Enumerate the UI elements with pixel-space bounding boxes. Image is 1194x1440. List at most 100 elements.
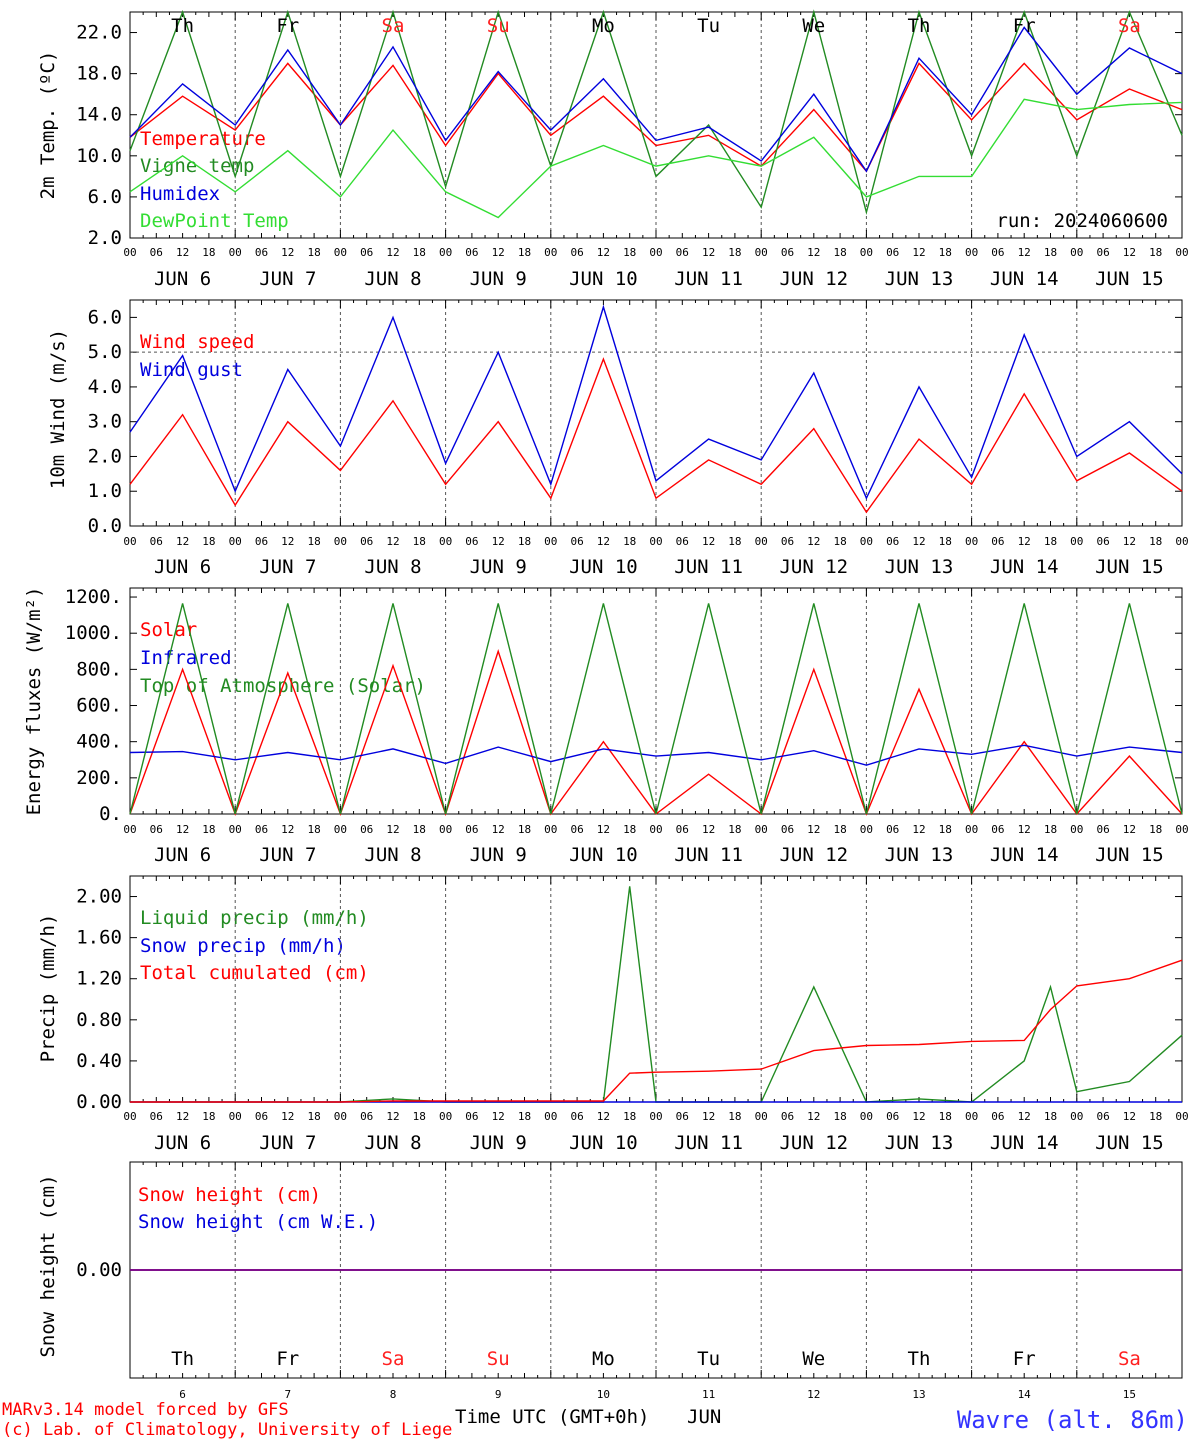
y-tick-label: 6.0 [88,306,122,328]
hour-tick-label: 06 [991,1110,1004,1123]
hour-tick-label: 18 [623,1110,636,1123]
day-number-label: 6 [179,1388,186,1401]
station-name: Wavre (alt. 86m) [957,1406,1188,1434]
date-label: JUN 8 [364,844,421,866]
hour-tick-label: 06 [886,246,899,259]
hour-tick-label: 06 [570,535,583,548]
hour-tick-label: 00 [439,246,452,259]
hour-tick-label: 00 [965,823,978,836]
hour-tick-label: 12 [702,1110,715,1123]
y-tick-label: 1200. [65,586,122,608]
date-label: JUN 12 [779,1132,848,1154]
hour-tick-label: 06 [150,246,163,259]
credit-line-1: MARv3.14 model forced by GFS [2,1400,289,1420]
hour-tick-label: 00 [649,535,662,548]
hour-tick-label: 06 [465,246,478,259]
date-label: JUN 6 [154,1132,211,1154]
hour-tick-label: 12 [912,535,925,548]
hour-tick-label: 06 [150,1110,163,1123]
hour-tick-label: 18 [939,535,952,548]
y-tick-label: 800. [76,658,122,680]
hour-tick-label: 06 [991,823,1004,836]
date-label: JUN 13 [885,556,954,578]
series-temperature [129,62,1183,173]
hour-tick-label: 18 [1044,246,1057,259]
hour-tick-label: 00 [1175,246,1188,259]
hour-tick-label: 00 [229,1110,242,1123]
hour-tick-label: 06 [781,823,794,836]
date-label: JUN 10 [569,1132,638,1154]
temperature-panel: 2m Temp. (ºC) Temperature Vigne temp Hum… [37,9,1189,290]
hour-tick-label: 06 [360,823,373,836]
date-label: JUN 12 [779,844,848,866]
hour-tick-label: 06 [676,823,689,836]
hour-tick-label: 18 [518,535,531,548]
hour-tick-label: 18 [1149,1110,1162,1123]
hour-tick-label: 12 [492,1110,505,1123]
weekday-label: Fr [276,1348,299,1370]
hour-tick-label: 00 [649,246,662,259]
hour-tick-label: 00 [334,246,347,259]
hour-tick-label: 18 [307,535,320,548]
hour-tick-label: 06 [676,1110,689,1123]
hour-tick-label: 12 [807,823,820,836]
hour-tick-label: 00 [965,535,978,548]
y-tick-label: 0.40 [76,1050,122,1072]
hour-tick-label: 18 [939,823,952,836]
hour-tick-label: 18 [728,535,741,548]
energy-panel: Energy fluxes (W/m²) Solar Infrared Top … [23,586,1189,866]
hour-tick-label: 18 [728,246,741,259]
y-tick-label: 5.0 [88,341,122,363]
hour-tick-label: 18 [413,535,426,548]
hour-tick-label: 00 [860,246,873,259]
y-tick-label: 1.60 [76,927,122,949]
hour-tick-label: 12 [281,1110,294,1123]
hour-tick-label: 06 [255,535,268,548]
legend-temperature: Temperature [140,128,266,150]
hour-tick-label: 06 [1096,823,1109,836]
date-label: JUN 10 [569,556,638,578]
y-tick-label: 600. [76,695,122,717]
hour-tick-label: 00 [334,823,347,836]
y-tick-label: 22.0 [76,22,122,44]
legend-wind-gust: Wind gust [140,359,243,381]
hour-tick-label: 00 [334,535,347,548]
date-label: JUN 7 [259,268,316,290]
hour-tick-label: 06 [886,823,899,836]
hour-tick-label: 12 [702,823,715,836]
day-number-label: 7 [284,1388,291,1401]
hour-tick-label: 00 [1175,823,1188,836]
y-tick-label: 1.0 [88,480,122,502]
hour-tick-label: 12 [1018,823,1031,836]
hour-tick-label: 12 [176,246,189,259]
hour-tick-label: 18 [833,246,846,259]
hour-tick-label: 00 [229,246,242,259]
date-label: JUN 11 [674,556,743,578]
day-number-label: 15 [1123,1388,1136,1401]
hour-tick-label: 12 [492,535,505,548]
hour-tick-label: 18 [518,246,531,259]
date-label: JUN 6 [154,556,211,578]
hour-tick-label: 06 [255,823,268,836]
y-tick-label: 14.0 [76,104,122,126]
date-label: JUN 15 [1095,556,1164,578]
hour-tick-label: 00 [755,823,768,836]
hour-tick-label: 12 [281,246,294,259]
date-label: JUN 15 [1095,268,1164,290]
weekday-label: Fr [1013,15,1036,37]
hour-tick-label: 18 [1149,246,1162,259]
hour-tick-label: 12 [386,1110,399,1123]
hour-tick-label: 06 [991,535,1004,548]
hour-tick-label: 18 [833,1110,846,1123]
y-tick-label: 1.20 [76,968,122,990]
date-label: JUN 10 [569,844,638,866]
date-label: JUN 12 [779,556,848,578]
hour-tick-label: 06 [781,535,794,548]
weekday-label: We [802,15,825,37]
hour-tick-label: 00 [229,823,242,836]
hour-tick-label: 18 [728,823,741,836]
hour-tick-label: 12 [176,535,189,548]
hour-tick-label: 18 [202,823,215,836]
y-tick-label: 1000. [65,622,122,644]
hour-tick-label: 12 [492,246,505,259]
